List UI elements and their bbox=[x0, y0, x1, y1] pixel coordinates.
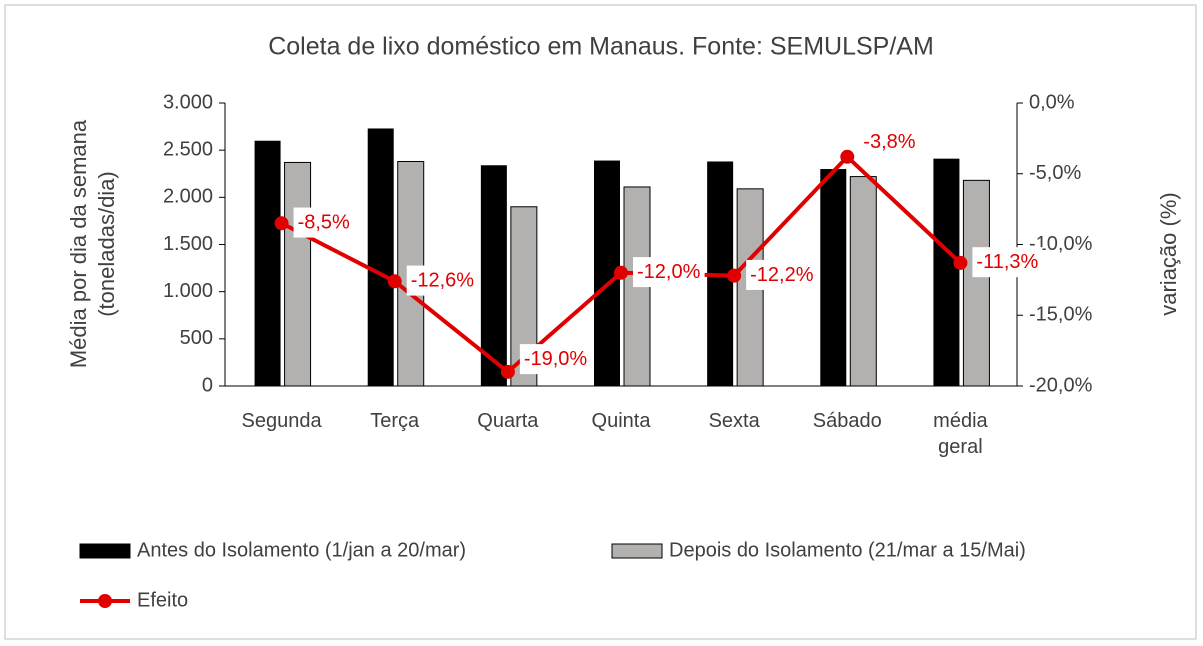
data-label-bg bbox=[406, 265, 479, 296]
y-tick-label: 3.000 bbox=[163, 91, 213, 113]
bar bbox=[284, 161, 312, 387]
x-tick-label: média geral bbox=[933, 410, 988, 458]
bar bbox=[849, 176, 877, 387]
line-point bbox=[840, 149, 855, 164]
y-tick-label: 1.500 bbox=[163, 233, 213, 255]
line-point bbox=[500, 364, 515, 379]
chart-title: Coleta de lixo doméstico em Manaus. Font… bbox=[268, 33, 934, 61]
data-label-group: -8,5% bbox=[293, 207, 355, 238]
y-tick-label: 1.000 bbox=[163, 280, 213, 302]
line-point bbox=[274, 216, 289, 231]
data-label-bg bbox=[972, 247, 1043, 278]
y-tick-label: 500 bbox=[180, 327, 213, 349]
line-point bbox=[953, 255, 968, 270]
data-label: -12,6% bbox=[411, 270, 475, 292]
x-tick-label: Quarta bbox=[477, 410, 539, 432]
line-point bbox=[727, 268, 742, 283]
legend-swatch bbox=[98, 594, 112, 608]
y-axis-title: Média por dia da semana (toneladas/dia) bbox=[66, 119, 119, 369]
legend-swatch bbox=[79, 543, 131, 559]
data-label: -8,5% bbox=[298, 212, 350, 234]
data-label: -3,8% bbox=[863, 131, 915, 153]
legend-swatch bbox=[611, 543, 663, 559]
line-point bbox=[387, 274, 402, 289]
chart-border bbox=[4, 4, 1197, 640]
data-label-group: -11,3% bbox=[972, 247, 1043, 278]
data-label-group: -3,8% bbox=[859, 127, 920, 158]
legend-label: Depois do Isolamento (21/mar a 15/Mai) bbox=[669, 539, 1026, 561]
y2-tick-label: -10,0% bbox=[1029, 233, 1093, 255]
y2-tick-label: -20,0% bbox=[1029, 374, 1093, 396]
y2-tick-label: -15,0% bbox=[1029, 304, 1093, 326]
data-label-group: -12,2% bbox=[746, 259, 818, 290]
y-tick-label: 2.000 bbox=[163, 186, 213, 208]
bar bbox=[367, 128, 394, 386]
data-label-bg bbox=[859, 127, 920, 158]
data-label-bg bbox=[293, 207, 355, 238]
y-tick-label: 2.500 bbox=[163, 138, 213, 160]
line-point bbox=[614, 265, 628, 280]
bar bbox=[820, 169, 847, 386]
data-label-group: -12,0% bbox=[633, 257, 705, 288]
legend-label: Antes do Isolamento (1/jan a 20/mar) bbox=[137, 539, 466, 561]
data-label-group: -19,0% bbox=[519, 344, 592, 375]
data-label-bg bbox=[519, 344, 592, 375]
data-label: -19,0% bbox=[524, 348, 588, 370]
data-label: -12,0% bbox=[637, 261, 701, 283]
bar bbox=[933, 158, 960, 386]
data-label-bg bbox=[633, 257, 705, 288]
y2-tick-label: -5,0% bbox=[1029, 162, 1081, 184]
y-tick-label: 0 bbox=[202, 374, 213, 396]
x-tick-label: Terça bbox=[370, 410, 420, 432]
x-tick-label: Segunda bbox=[241, 410, 322, 432]
data-label: -12,2% bbox=[750, 264, 814, 286]
data-label-group: -12,6% bbox=[406, 265, 479, 296]
x-tick-label: Sexta bbox=[708, 410, 760, 432]
x-tick-label: Sábado bbox=[812, 410, 882, 432]
legend-label: Efeito bbox=[137, 589, 188, 611]
bar bbox=[254, 140, 281, 386]
data-label-bg bbox=[746, 259, 818, 290]
bar bbox=[480, 165, 507, 386]
y2-tick-label: 0,0% bbox=[1029, 91, 1075, 113]
data-label: -11,3% bbox=[976, 251, 1038, 273]
y2-axis-title: variação (%) bbox=[1156, 192, 1181, 316]
x-tick-label: Quinta bbox=[591, 410, 651, 432]
bar bbox=[962, 179, 990, 387]
